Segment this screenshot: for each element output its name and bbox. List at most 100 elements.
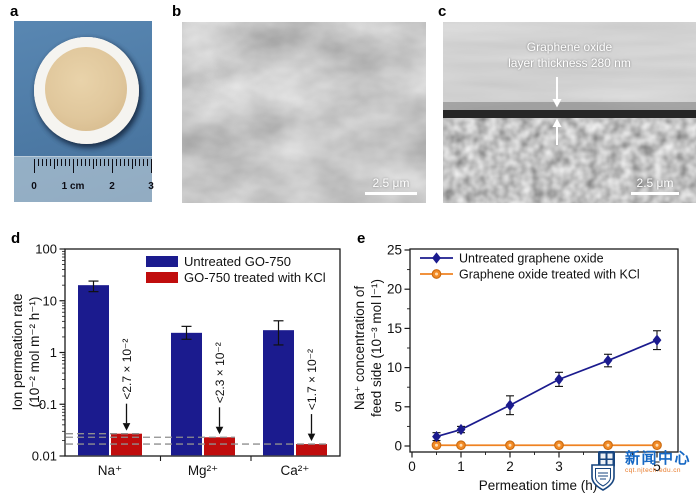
- scale-bar-c-label: 2.5 μm: [636, 176, 674, 190]
- x-tick-label: 5: [653, 459, 661, 474]
- data-point-circle-center: [655, 443, 659, 447]
- support-grains-region: [443, 118, 696, 203]
- ruler-tick: [104, 159, 106, 166]
- ruler-tick: [41, 159, 43, 166]
- data-point-circle-center: [508, 443, 512, 447]
- sem-surface-image: [182, 22, 426, 203]
- data-point-circle-center: [606, 443, 610, 447]
- y-tick-label: 0.01: [32, 449, 57, 464]
- ruler-tick: [119, 159, 121, 166]
- ruler-tick: [96, 159, 98, 166]
- ruler: 0 1 cm 2 3: [14, 156, 154, 202]
- ruler-tick: [123, 159, 125, 166]
- category-label: Ca²⁺: [281, 463, 310, 478]
- ruler-tick: [53, 159, 55, 169]
- interface-dark-band: [443, 110, 696, 118]
- y-axis-title: (10⁻² mol m⁻² h⁻¹): [27, 297, 42, 408]
- data-point-circle-center: [435, 443, 438, 447]
- ruler-tick: [100, 159, 102, 166]
- go-layer-shadow: [443, 102, 696, 110]
- plot-frame: [409, 248, 679, 453]
- data-point-diamond: [505, 399, 515, 411]
- panel-label-a: a: [10, 3, 19, 20]
- y-axis-title: Na⁺ concentration of: [352, 286, 367, 410]
- ruler-tick: [127, 159, 129, 166]
- scale-bar-b: 2.5 μm: [363, 177, 419, 195]
- legend-label: Untreated GO-750: [184, 254, 291, 269]
- panel-label-b: b: [172, 3, 182, 20]
- error-bar: [181, 325, 192, 340]
- watermark: 新闻中心 cqt.njtech.edu.cn: [589, 451, 691, 492]
- data-point-diamond: [432, 252, 441, 264]
- ruler-tick: [49, 159, 51, 166]
- ruler-tick: [139, 159, 141, 166]
- bar-treated: [296, 444, 327, 456]
- ruler-tick: [131, 159, 133, 169]
- membrane-photo: 0 1 cm 2 3: [14, 21, 154, 202]
- ruler-tick: [88, 159, 90, 166]
- panel-label-c: c: [438, 3, 447, 20]
- detection-limit-annotation: <2.3 × 10⁻²: [213, 342, 227, 403]
- legend-swatch: [146, 272, 178, 283]
- panel-label-d: d: [11, 230, 21, 247]
- data-point-diamond: [603, 354, 613, 367]
- ruler-tick: [37, 159, 39, 166]
- ruler-tick: [112, 159, 113, 173]
- scale-bar-b-line: [365, 192, 417, 195]
- annotation-arrowhead: [307, 433, 316, 442]
- data-point-circle-center: [459, 443, 463, 447]
- thickness-arrows: [552, 77, 562, 145]
- y-tick-label: 25: [387, 243, 402, 258]
- y-tick-label: 100: [35, 242, 57, 257]
- ruler-tick: [57, 159, 59, 166]
- ruler-tick: [69, 159, 71, 166]
- ruler-tick: [92, 159, 94, 169]
- series-line: [436, 339, 658, 438]
- y-tick-label: 0.1: [39, 397, 57, 412]
- legend-label: GO-750 treated with KCl: [184, 270, 326, 285]
- y-tick-label: 0: [394, 439, 402, 454]
- detection-limit-annotation: <2.7 × 10⁻²: [120, 339, 134, 400]
- ruler-tick: [147, 159, 149, 166]
- ruler-number: 2: [109, 181, 115, 192]
- ruler-tick: [34, 159, 35, 173]
- error-bar: [273, 320, 284, 346]
- ruler-tick: [135, 159, 137, 166]
- ruler-tick: [73, 159, 74, 173]
- y-tick-label: 20: [387, 282, 402, 297]
- y-tick-label: 10: [43, 293, 57, 308]
- bar-untreated: [78, 285, 109, 456]
- go-layer-region: [443, 22, 696, 110]
- thickness-annotation: Graphene oxide layer thickness 280 nm: [443, 40, 696, 71]
- ruler-tick: [65, 159, 67, 166]
- ruler-number: 3: [148, 181, 154, 192]
- bar-treated: [204, 437, 235, 456]
- ruler-number: 1 cm: [61, 181, 85, 192]
- data-point-circle-center: [435, 272, 438, 276]
- y-tick-label: 10: [387, 360, 402, 375]
- category-label: Na⁺: [98, 463, 122, 478]
- annotation-arrowhead: [215, 426, 224, 435]
- scale-bar-b-label: 2.5 μm: [372, 176, 410, 190]
- ion-permeation-bar-chart: 100 10 1 0.1 0.01 Na⁺ Mg²⁺ Ca²⁺ <2.7 × 10⁻² <2.3 …: [10, 242, 341, 478]
- sem-b-texture: [182, 22, 426, 203]
- membrane-go-coating: [45, 47, 127, 131]
- legend-swatch: [146, 256, 178, 267]
- ruler-number: 0: [31, 181, 37, 192]
- data-point-diamond: [456, 423, 466, 436]
- thickness-annotation-line1: Graphene oxide: [526, 40, 613, 54]
- scale-bar-c: 2.5 μm: [629, 177, 681, 195]
- university-logo-icon: [591, 451, 615, 491]
- ruler-tick: [151, 159, 152, 173]
- data-point-diamond: [652, 334, 662, 346]
- detection-limit-annotation: <1.7 × 10⁻²: [305, 349, 319, 410]
- ruler-tick: [45, 159, 47, 166]
- ruler-tick: [108, 159, 110, 166]
- y-tick-label: 5: [394, 399, 402, 414]
- ruler-tick: [143, 159, 145, 166]
- x-tick-label: 2: [506, 459, 514, 474]
- ruler-tick: [80, 159, 82, 166]
- watermark-url: cqt.njtech.edu.cn: [625, 467, 681, 474]
- bar-untreated: [263, 330, 294, 456]
